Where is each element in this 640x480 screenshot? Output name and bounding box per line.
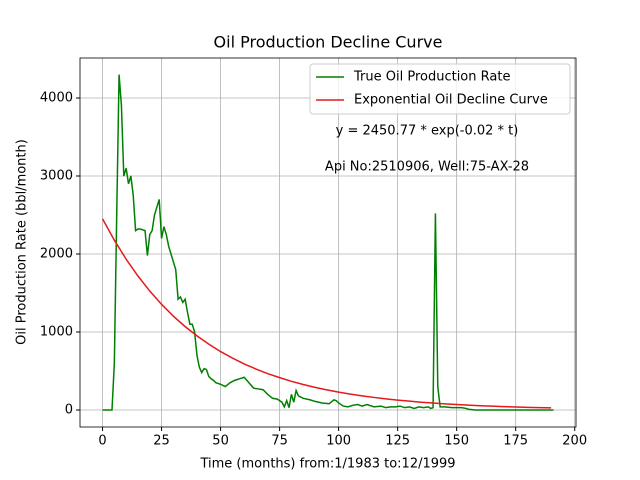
x-tick-label: 175	[503, 434, 528, 449]
x-tick-label: 25	[153, 434, 170, 449]
x-tick-label: 200	[562, 434, 587, 449]
annotation: y = 2450.77 * exp(-0.02 * t)	[336, 124, 519, 139]
annotation: Api No:2510906, Well:75-AX-28	[325, 160, 529, 175]
legend-label: Exponential Oil Decline Curve	[354, 93, 548, 108]
y-tick-label: 4000	[40, 91, 73, 106]
x-tick-label: 50	[212, 434, 229, 449]
y-tick-label: 3000	[40, 169, 73, 184]
chart-title: Oil Production Decline Curve	[214, 33, 443, 52]
x-tick-label: 0	[98, 434, 106, 449]
x-axis-label: Time (months) from:1/1983 to:12/1999	[199, 457, 455, 472]
line	[102, 74, 554, 411]
x-tick-label: 100	[326, 434, 351, 449]
x-tick-label: 150	[444, 434, 469, 449]
x-tick-label: 125	[385, 434, 410, 449]
y-tick-label: 1000	[40, 325, 73, 340]
y-tick-label: 2000	[40, 247, 73, 262]
legend-label: True Oil Production Rate	[353, 70, 510, 85]
y-tick-label: 0	[65, 402, 73, 417]
axes-frame	[79, 57, 577, 428]
legend-box	[309, 63, 571, 115]
x-tick-label: 75	[271, 434, 288, 449]
y-axis-label: Oil Production Rate (bbl/month)	[15, 139, 30, 345]
line	[101, 218, 552, 409]
